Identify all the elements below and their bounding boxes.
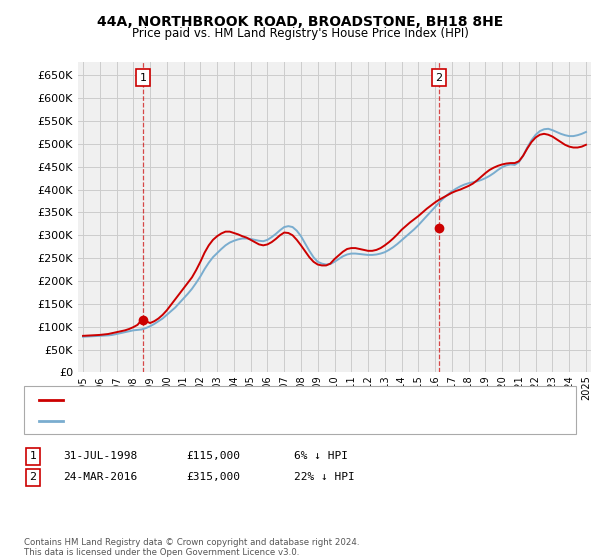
Text: 2: 2 bbox=[436, 73, 443, 82]
Text: HPI: Average price, detached house, Bournemouth Christchurch and Poole: HPI: Average price, detached house, Bour… bbox=[67, 416, 455, 426]
Text: 1: 1 bbox=[29, 451, 37, 461]
Text: 1: 1 bbox=[140, 73, 146, 82]
Text: 44A, NORTHBROOK ROAD, BROADSTONE, BH18 8HE (detached house): 44A, NORTHBROOK ROAD, BROADSTONE, BH18 8… bbox=[67, 395, 435, 405]
Text: £315,000: £315,000 bbox=[186, 472, 240, 482]
Text: 2: 2 bbox=[29, 472, 37, 482]
Text: Contains HM Land Registry data © Crown copyright and database right 2024.
This d: Contains HM Land Registry data © Crown c… bbox=[24, 538, 359, 557]
Text: 24-MAR-2016: 24-MAR-2016 bbox=[63, 472, 137, 482]
Text: 22% ↓ HPI: 22% ↓ HPI bbox=[294, 472, 355, 482]
Text: 44A, NORTHBROOK ROAD, BROADSTONE, BH18 8HE: 44A, NORTHBROOK ROAD, BROADSTONE, BH18 8… bbox=[97, 15, 503, 29]
Text: Price paid vs. HM Land Registry's House Price Index (HPI): Price paid vs. HM Land Registry's House … bbox=[131, 27, 469, 40]
Text: 6% ↓ HPI: 6% ↓ HPI bbox=[294, 451, 348, 461]
Text: £115,000: £115,000 bbox=[186, 451, 240, 461]
Text: 31-JUL-1998: 31-JUL-1998 bbox=[63, 451, 137, 461]
